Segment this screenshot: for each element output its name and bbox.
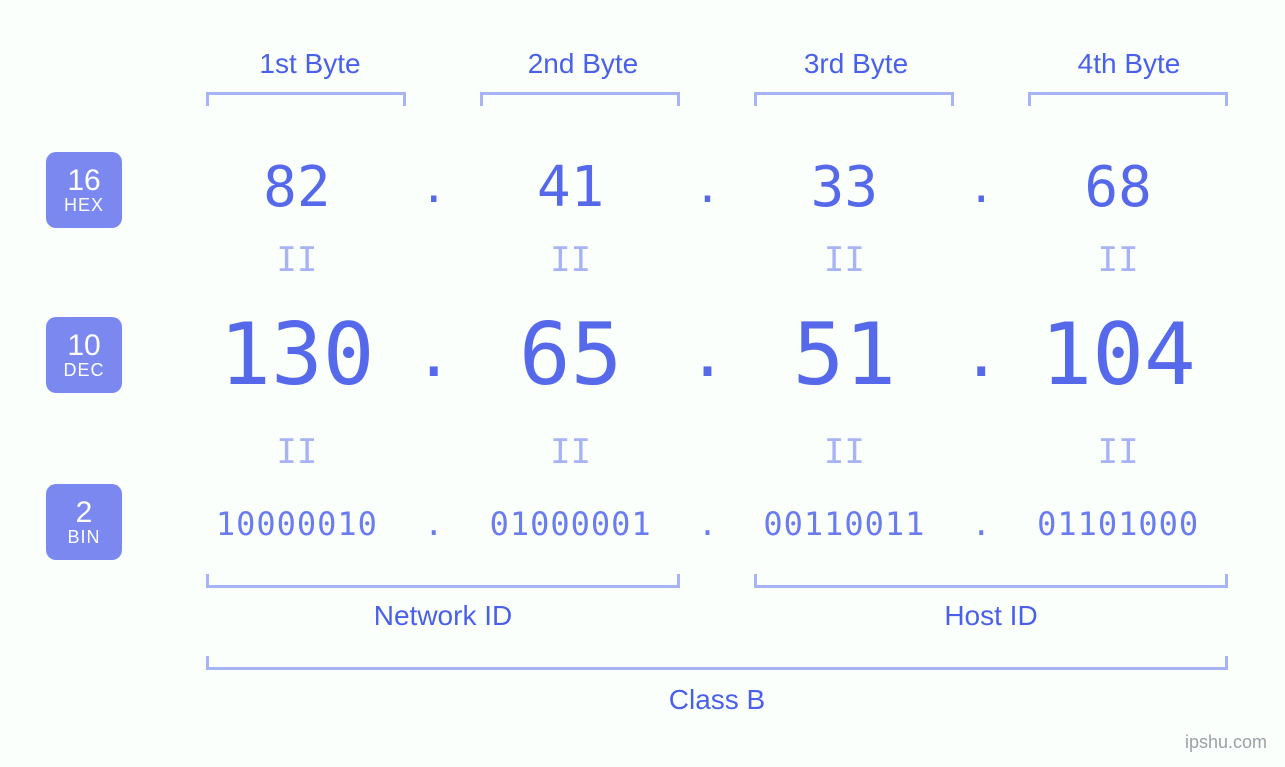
equals-hex-dec: ΙΙ . ΙΙ . ΙΙ . ΙΙ: [180, 240, 1235, 280]
equals-icon: ΙΙ: [180, 432, 414, 472]
hex-byte-4: 68: [1001, 155, 1235, 220]
base-label-dec: DEC: [63, 361, 104, 380]
equals-icon: ΙΙ: [180, 240, 414, 280]
bracket-network-id: [206, 574, 680, 588]
equals-icon: ΙΙ: [1001, 432, 1235, 472]
bracket-byte-3: [754, 92, 954, 106]
dot-icon: .: [961, 162, 1001, 213]
dot-icon: .: [414, 505, 454, 543]
hex-byte-2: 41: [454, 155, 688, 220]
equals-icon: ΙΙ: [454, 432, 688, 472]
watermark: ipshu.com: [1185, 732, 1267, 753]
dot-icon: .: [688, 162, 728, 213]
dec-byte-2: 65: [454, 305, 688, 405]
base-radix-hex: 16: [67, 165, 100, 197]
dot-icon: .: [414, 318, 454, 392]
dec-byte-4: 104: [1001, 305, 1235, 405]
base-radix-dec: 10: [67, 330, 100, 362]
byte-header-3: 3rd Byte: [756, 48, 956, 80]
bin-byte-1: 10000010: [180, 505, 414, 543]
bin-row: 10000010 . 01000001 . 00110011 . 0110100…: [180, 505, 1235, 543]
equals-dec-bin: ΙΙ . ΙΙ . ΙΙ . ΙΙ: [180, 432, 1235, 472]
label-host-id: Host ID: [754, 600, 1228, 632]
dec-row: 130 . 65 . 51 . 104: [180, 305, 1235, 405]
bin-byte-2: 01000001: [454, 505, 688, 543]
label-network-id: Network ID: [206, 600, 680, 632]
hex-row: 82 . 41 . 33 . 68: [180, 155, 1235, 220]
equals-icon: ΙΙ: [1001, 240, 1235, 280]
byte-header-1: 1st Byte: [210, 48, 410, 80]
base-radix-bin: 2: [76, 497, 93, 529]
byte-header-2: 2nd Byte: [483, 48, 683, 80]
dot-icon: .: [961, 318, 1001, 392]
equals-icon: ΙΙ: [454, 240, 688, 280]
bracket-class: [206, 656, 1228, 670]
dot-icon: .: [414, 162, 454, 213]
bracket-byte-1: [206, 92, 406, 106]
dec-byte-1: 130: [180, 305, 414, 405]
bracket-byte-2: [480, 92, 680, 106]
hex-byte-3: 33: [728, 155, 962, 220]
base-badge-bin: 2 BIN: [46, 484, 122, 560]
equals-icon: ΙΙ: [728, 240, 962, 280]
base-badge-dec: 10 DEC: [46, 317, 122, 393]
base-label-hex: HEX: [64, 196, 104, 215]
byte-header-4: 4th Byte: [1029, 48, 1229, 80]
bin-byte-3: 00110011: [728, 505, 962, 543]
ip-bases-diagram: 1st Byte 2nd Byte 3rd Byte 4th Byte 16 H…: [0, 0, 1285, 767]
dot-icon: .: [688, 318, 728, 392]
bracket-host-id: [754, 574, 1228, 588]
bracket-byte-4: [1028, 92, 1228, 106]
dec-byte-3: 51: [728, 305, 962, 405]
equals-icon: ΙΙ: [728, 432, 962, 472]
dot-icon: .: [688, 505, 728, 543]
hex-byte-1: 82: [180, 155, 414, 220]
label-class: Class B: [206, 684, 1228, 716]
bin-byte-4: 01101000: [1001, 505, 1235, 543]
base-label-bin: BIN: [67, 528, 100, 547]
base-badge-hex: 16 HEX: [46, 152, 122, 228]
dot-icon: .: [961, 505, 1001, 543]
